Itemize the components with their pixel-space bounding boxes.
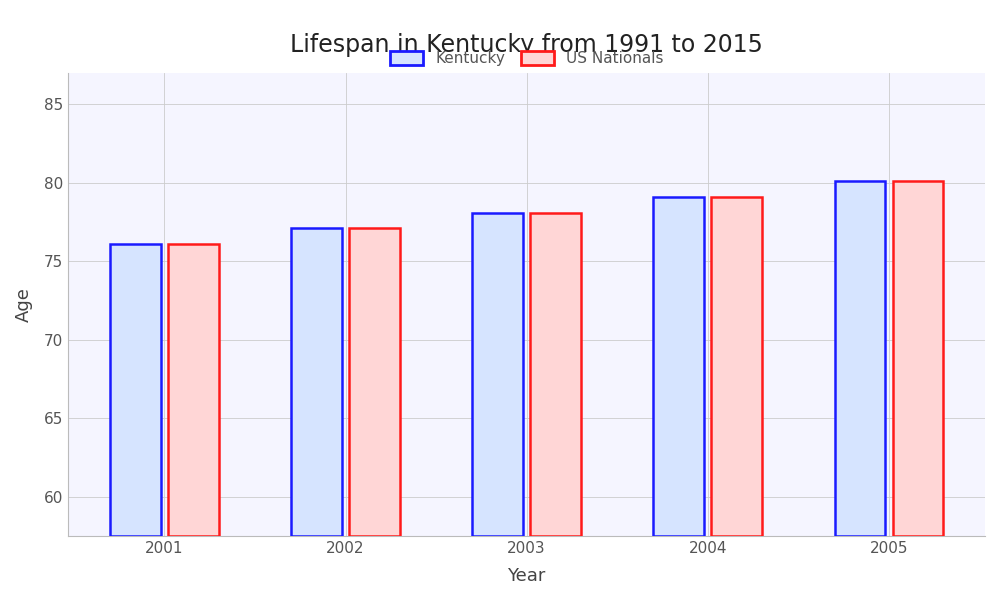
X-axis label: Year: Year [507, 567, 546, 585]
Title: Lifespan in Kentucky from 1991 to 2015: Lifespan in Kentucky from 1991 to 2015 [290, 33, 763, 57]
Bar [835, 181, 885, 536]
Bar [349, 228, 400, 536]
Bar [291, 228, 342, 536]
Bar [168, 244, 219, 536]
Bar [530, 212, 581, 536]
Legend: Kentucky, US Nationals: Kentucky, US Nationals [382, 43, 671, 74]
Bar [711, 197, 762, 536]
Bar [472, 212, 523, 536]
Bar [893, 181, 943, 536]
Bar [653, 197, 704, 536]
Bar [110, 244, 161, 536]
Y-axis label: Age: Age [15, 287, 33, 322]
